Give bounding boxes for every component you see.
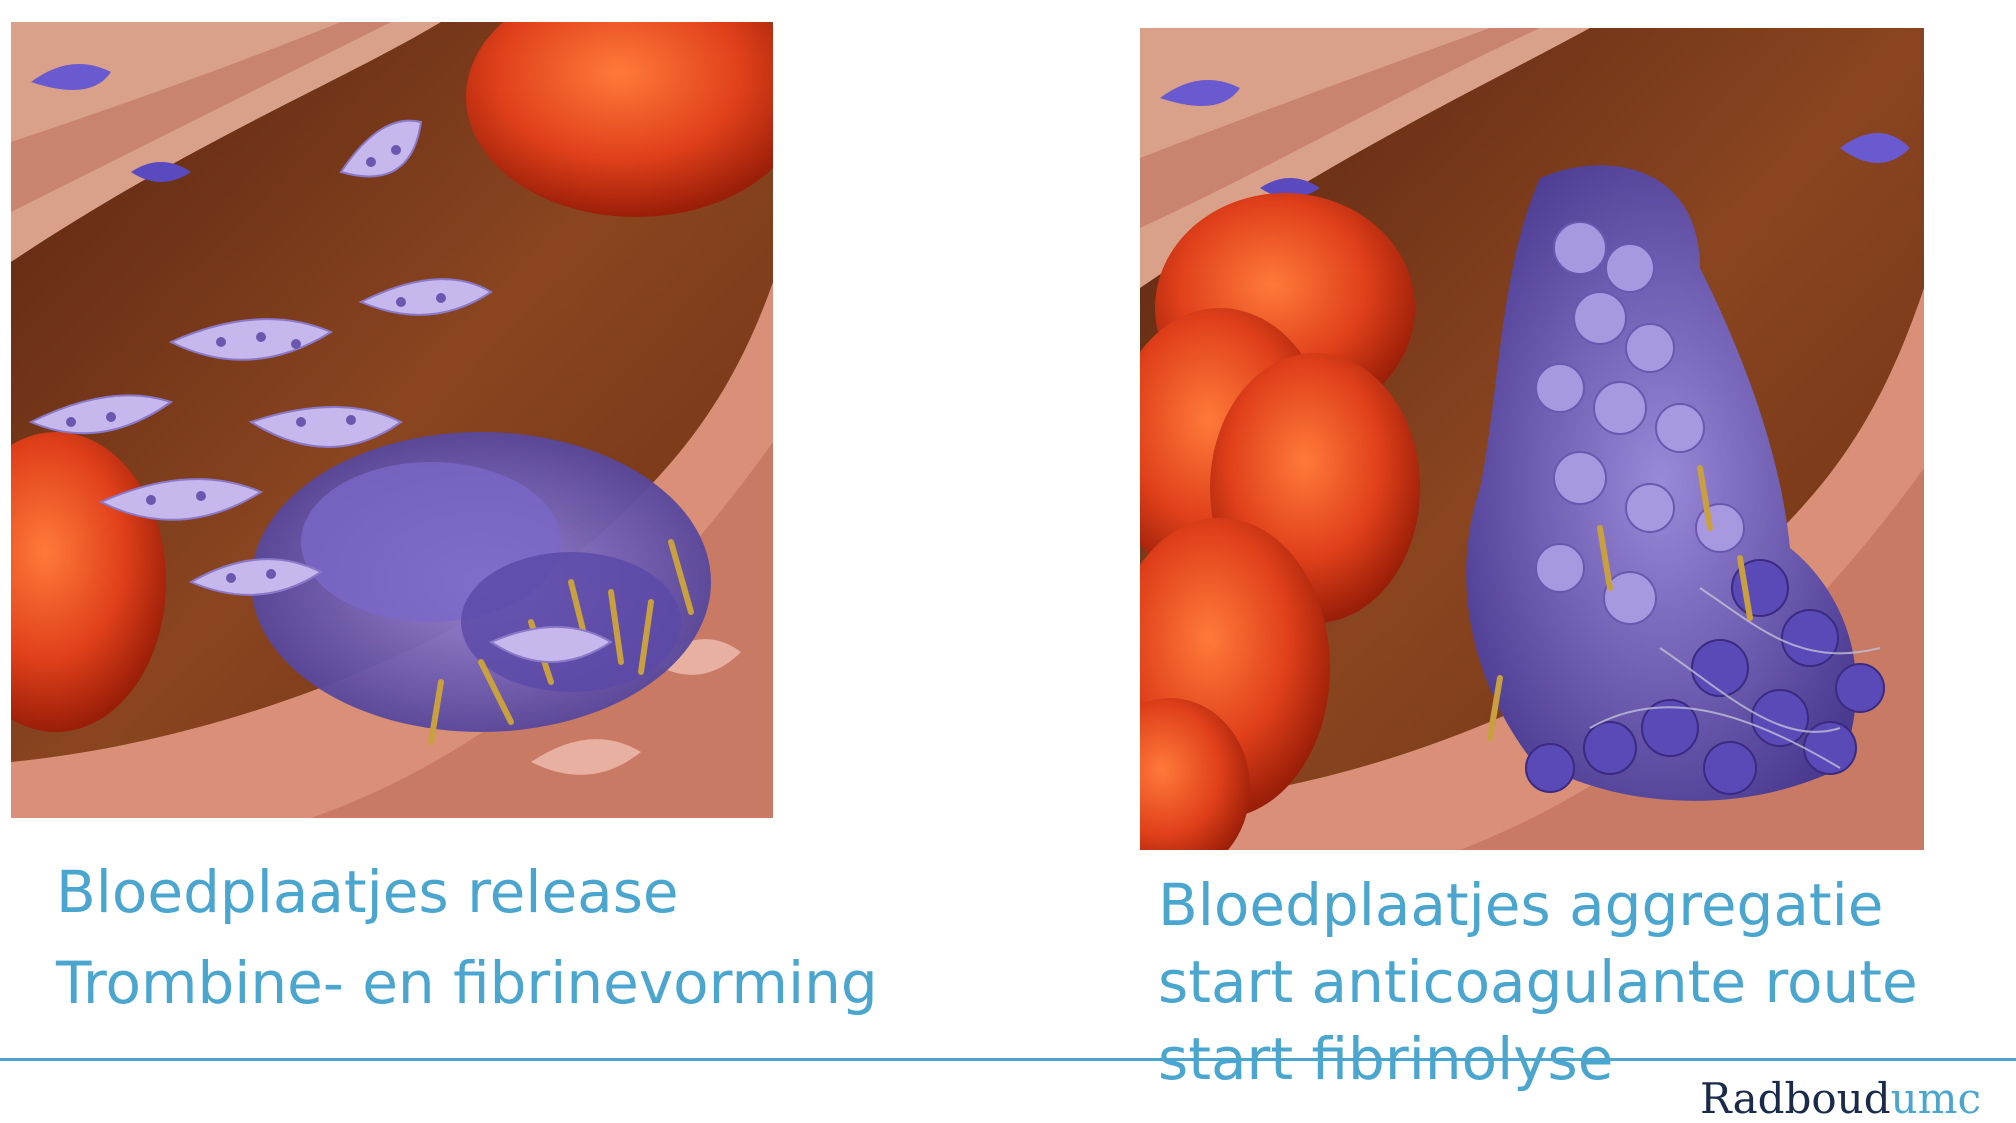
logo-main-text: Radboud bbox=[1700, 1074, 1891, 1123]
illustration-platelet-release bbox=[11, 22, 773, 818]
vessel-illustration-left bbox=[11, 22, 773, 818]
logo-accent-text: umc bbox=[1890, 1074, 1982, 1123]
vessel-illustration-right bbox=[1140, 28, 1924, 850]
illustration-platelet-aggregation bbox=[1140, 28, 1924, 850]
left-caption-line-1: Bloedplaatjes release bbox=[56, 858, 679, 926]
footer-divider bbox=[0, 1058, 2016, 1061]
right-caption-line-1: Bloedplaatjes aggregatie bbox=[1158, 871, 1884, 939]
right-caption-line-2: start anticoagulante route bbox=[1158, 948, 1918, 1016]
radboudumc-logo: Radboudumc bbox=[1700, 1078, 1981, 1120]
left-caption-line-2: Trombine- en fibrinevorming bbox=[56, 949, 878, 1017]
